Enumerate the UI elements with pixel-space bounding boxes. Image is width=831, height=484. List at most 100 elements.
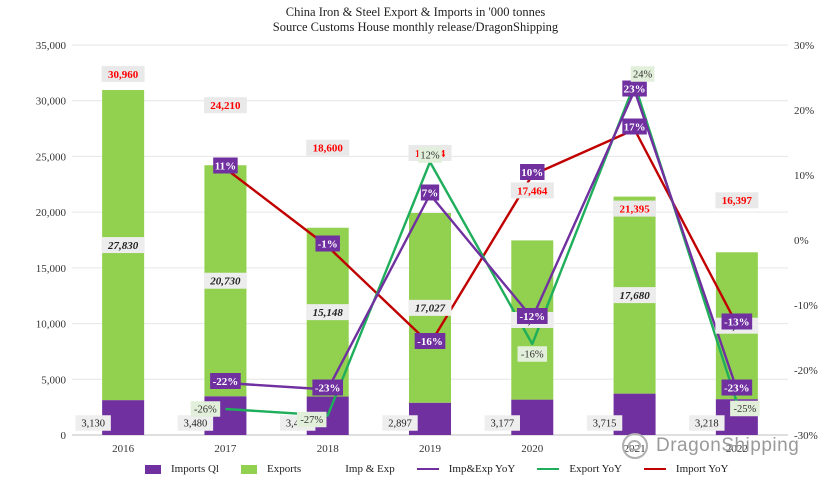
legend-label: Imp & Exp <box>345 463 395 475</box>
exports-data-label-bg <box>101 237 145 254</box>
legend-item: Import YoY <box>643 463 729 475</box>
imports-data-label-bg <box>484 415 520 431</box>
total-data-label-group: 17,464 <box>510 182 554 199</box>
x-tick-label: 2019 <box>419 443 442 455</box>
exports-data-label: 27,830 <box>107 240 139 252</box>
legend-item: Export YoY <box>537 463 622 475</box>
legend-swatch <box>537 468 560 470</box>
chart-legend: Imports Ql Exports Imp & Exp Imp&Exp YoY Exp… <box>145 461 751 477</box>
import-yoy-label-group: 10% <box>520 164 545 180</box>
imp-exp-yoy-label-group: -22% <box>210 373 241 389</box>
y-left-tick-label: 15,000 <box>36 263 67 275</box>
total-data-label-bg <box>613 200 657 217</box>
imports-data-label-group: 2,897 <box>382 415 418 431</box>
imp-exp-yoy-label-bg <box>721 379 753 396</box>
legend-item: Imp & Exp <box>323 463 395 475</box>
import-yoy-label: 11% <box>215 160 236 172</box>
watermark-text: DragonShipping <box>656 435 800 456</box>
imports-data-label-group: 3,177 <box>484 415 520 431</box>
total-data-label: 21,395 <box>619 203 650 215</box>
legend-label: Exports <box>266 463 302 475</box>
y-left-tick-label: 0 <box>61 430 67 442</box>
imports-data-label-group: 3,715 <box>586 415 623 431</box>
y-right-tick-label: 30% <box>794 40 814 52</box>
export-yoy-label-bg <box>730 400 760 417</box>
import-yoy-label-bg <box>414 333 446 349</box>
total-data-label-group: 16,397 <box>715 192 759 209</box>
exports-data-label: 17,680 <box>619 290 650 302</box>
imp-exp-yoy-label-group: -12% <box>516 308 548 324</box>
imports-data-label: 3,177 <box>490 419 514 430</box>
wechat-icon <box>622 433 648 459</box>
legend-swatch <box>145 464 161 474</box>
exports-data-label-group: 20,730 <box>203 272 247 289</box>
exports-data-label-bg <box>306 304 350 321</box>
import-yoy-label: 17% <box>624 121 646 133</box>
imp-exp-yoy-line <box>225 89 738 391</box>
import-yoy-label: -13% <box>724 316 750 328</box>
imp-exp-yoy-label-bg <box>516 308 548 324</box>
import-yoy-label-bg <box>520 164 545 180</box>
legend-item: Imports Ql <box>145 463 219 475</box>
imports-data-label-group: 3,480 <box>177 415 214 431</box>
imp-exp-yoy-label: -23% <box>315 382 341 394</box>
total-data-label: 30,960 <box>108 69 139 81</box>
y-right-tick-label: -20% <box>794 365 818 377</box>
total-data-label: 16,397 <box>722 195 753 207</box>
y-right-tick-label: -10% <box>794 300 818 312</box>
y-left-tick-label: 10,000 <box>36 319 67 331</box>
y-left-tick-label: 35,000 <box>36 40 67 52</box>
legend-label: Import YoY <box>675 463 729 475</box>
imp-exp-yoy-label: -12% <box>519 311 545 323</box>
export-yoy-label-group: -27% <box>296 411 327 428</box>
export-yoy-label-group: -25% <box>730 400 760 417</box>
import-yoy-line <box>224 128 738 346</box>
total-data-label-bg <box>715 192 759 209</box>
y-right-tick-label: 20% <box>794 105 814 117</box>
exports-data-label-group: 27,830 <box>101 237 145 254</box>
y-left-tick-label: 25,000 <box>36 151 67 163</box>
y-left-tick-label: 20,000 <box>36 207 67 219</box>
imports-data-label-group: 3,218 <box>689 415 725 431</box>
legend-label: Imports Ql <box>171 463 219 475</box>
exports-data-label-bg <box>408 299 452 316</box>
y-left-tick-label: 30,000 <box>36 96 67 108</box>
imp-exp-yoy-label: -22% <box>213 376 239 388</box>
imp-exp-yoy-label-group: -23% <box>721 379 753 396</box>
export-yoy-label-group: -16% <box>517 346 548 362</box>
imp-exp-yoy-label: -23% <box>724 382 750 394</box>
total-data-label-group: 24,210 <box>203 97 247 114</box>
total-data-label: 17,464 <box>517 185 548 197</box>
imp-exp-yoy-label: 23% <box>624 83 646 95</box>
exports-data-label-group: 17,680 <box>613 287 657 304</box>
import-yoy-label-bg <box>315 235 340 252</box>
total-data-label-bg <box>510 182 554 199</box>
total-data-label-bg <box>101 66 145 83</box>
import-yoy-label-group: -16% <box>414 333 446 349</box>
imports-data-label-bg <box>382 415 418 431</box>
export-yoy-label-bg <box>630 66 655 82</box>
legend-swatch <box>643 468 666 470</box>
export-yoy-label-bg <box>517 346 548 362</box>
imports-data-label: 3,218 <box>695 419 719 430</box>
imp-exp-yoy-label-bg <box>312 379 344 396</box>
import-yoy-label-bg <box>622 118 647 135</box>
legend-item: Exports <box>240 463 302 475</box>
chart-subtitle: Source Customs House monthly release/Dra… <box>272 20 559 34</box>
import-yoy-label-group: -13% <box>721 313 753 330</box>
y-left-tick-label: 5,000 <box>41 374 66 386</box>
legend-label: Export YoY <box>569 463 622 475</box>
imports-data-label-bg <box>75 415 111 431</box>
import-yoy-label-group: 11% <box>213 157 238 174</box>
export-yoy-label-group: -26% <box>190 401 221 417</box>
x-tick-label: 2017 <box>214 443 237 455</box>
import-yoy-label-bg <box>213 157 238 174</box>
export-yoy-label: -27% <box>300 415 323 426</box>
imports-data-label-bg <box>177 415 214 431</box>
total-data-label-group: 30,960 <box>101 66 145 83</box>
y-right-tick-label: 10% <box>794 170 814 182</box>
imports-data-label: 3,715 <box>593 419 617 430</box>
y-right-tick-label: 0% <box>794 235 809 247</box>
export-yoy-label: 12% <box>420 151 440 162</box>
imports-data-label: 3,480 <box>184 419 208 430</box>
